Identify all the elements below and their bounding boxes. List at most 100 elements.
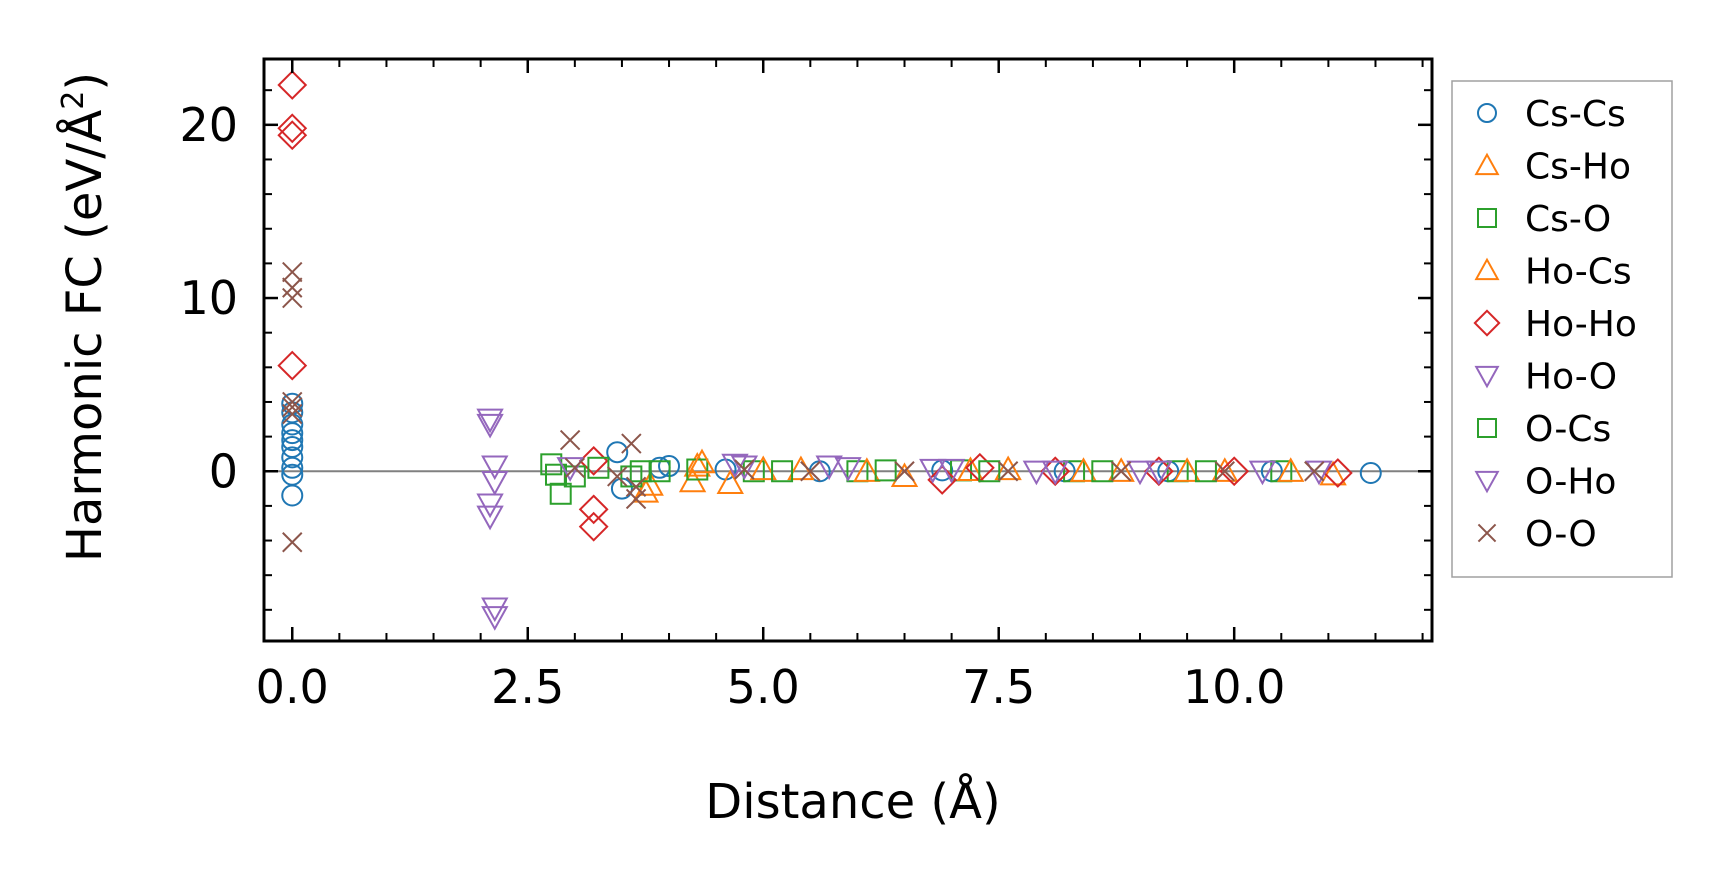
data-point [1219,456,1250,487]
data-point [648,460,671,483]
data-point [1069,457,1098,482]
data-point [1248,460,1277,486]
data-point [1173,457,1201,482]
data-point [919,458,947,484]
data-point [578,494,609,525]
data-point [771,460,794,483]
data-point [476,505,504,531]
data-point [1214,461,1235,482]
data-point [281,422,304,445]
legend-frame [1451,80,1673,578]
legend-label: Cs-Cs [1525,94,1626,135]
legend-label: Ho-Ho [1525,304,1637,345]
data-point [559,429,581,451]
x-axis-label: Distance (Å) [705,773,1000,830]
data-point [994,455,1022,481]
data-point [282,532,303,553]
legend: Cs-Cs Cs-Ho Cs-O Ho-Cs Ho-Ho Ho-O O-Cs O-Ho O-O [1451,80,1673,578]
legend-marker [1474,257,1500,281]
y-axis-label-main: Harmonic FC (eV/Å [56,110,113,563]
data-point [476,408,504,434]
data-point [636,471,664,496]
x-tick-label: 0.0 [256,660,329,714]
legend-entry: Cs-Cs [1477,94,1626,135]
legend-entry: Ho-O [1474,357,1617,398]
x-tick-label: 10.0 [1183,660,1285,714]
legend-marker [1477,208,1497,228]
legend-label: Ho-Cs [1525,252,1632,293]
x-tick-label: 2.5 [491,660,564,714]
data-point [1022,460,1051,486]
data-point [481,606,509,631]
y-tick-label: 20 [179,98,238,152]
data-point [1211,457,1239,482]
legend-label: O-Ho [1525,462,1616,503]
data-point [688,448,716,474]
axis-ticks [264,59,1432,641]
data-point [1304,461,1325,482]
data-point [282,396,303,418]
data-point [281,456,304,479]
data-point [997,461,1019,482]
legend-label: Cs-Ho [1525,147,1631,188]
series-o-ho [556,455,1277,486]
data-point [890,462,919,488]
data-point [607,466,628,487]
data-point [1091,460,1114,483]
data-point [277,70,308,100]
data-point [281,484,304,507]
y-axis-label-close: ) [57,72,113,91]
legend-marker [1474,365,1500,389]
data-point [282,287,303,309]
data-point [937,458,966,484]
data-point [481,471,509,496]
data-point [282,403,303,425]
series-ho-cs [688,448,1305,482]
series-o-o [282,261,1325,553]
data-marks [277,70,1382,631]
legend-entry: Ho-Ho [1473,304,1637,345]
series-cs-ho [631,451,1347,503]
data-point [481,597,509,623]
data-point [834,457,862,482]
data-point [476,413,504,439]
legend-entry: Cs-O [1477,199,1611,240]
plot-frame [262,57,1434,643]
legend-entry: Cs-Ho [1474,147,1631,188]
legend-label: Cs-O [1525,199,1611,240]
legend-marker [1477,103,1497,123]
x-tick-label: 7.5 [962,660,1035,714]
data-point [853,457,881,482]
data-point [621,433,642,454]
data-point [1110,461,1132,482]
legend-entry: O-Cs [1477,409,1611,450]
legend-entry: Ho-Cs [1474,252,1632,293]
data-point [1145,460,1173,486]
legend-label: Ho-O [1525,357,1617,398]
data-point [1322,458,1353,488]
legend-marker [1474,470,1500,494]
data-point [281,446,304,469]
data-point [1126,460,1154,486]
y-tick-label: 10 [179,271,238,325]
data-point [481,455,509,481]
data-point [281,429,304,452]
data-point [734,459,755,480]
series-ho-o [476,408,1333,631]
data-point [815,455,843,481]
data-point [282,277,303,298]
legend-entry: O-Ho [1474,462,1616,503]
data-point [1359,461,1382,484]
y-axis-label-superscript: 2 [56,91,91,110]
data-point [683,451,711,477]
data-point [716,469,744,494]
data-point [564,457,586,478]
data-point [578,511,609,542]
legend-label: O-Cs [1525,409,1611,450]
x-tick-label: 5.0 [727,660,800,714]
data-point [1319,460,1347,486]
data-point [282,261,303,283]
data-point [1194,460,1217,483]
legend-entry: O-O [1477,514,1597,555]
